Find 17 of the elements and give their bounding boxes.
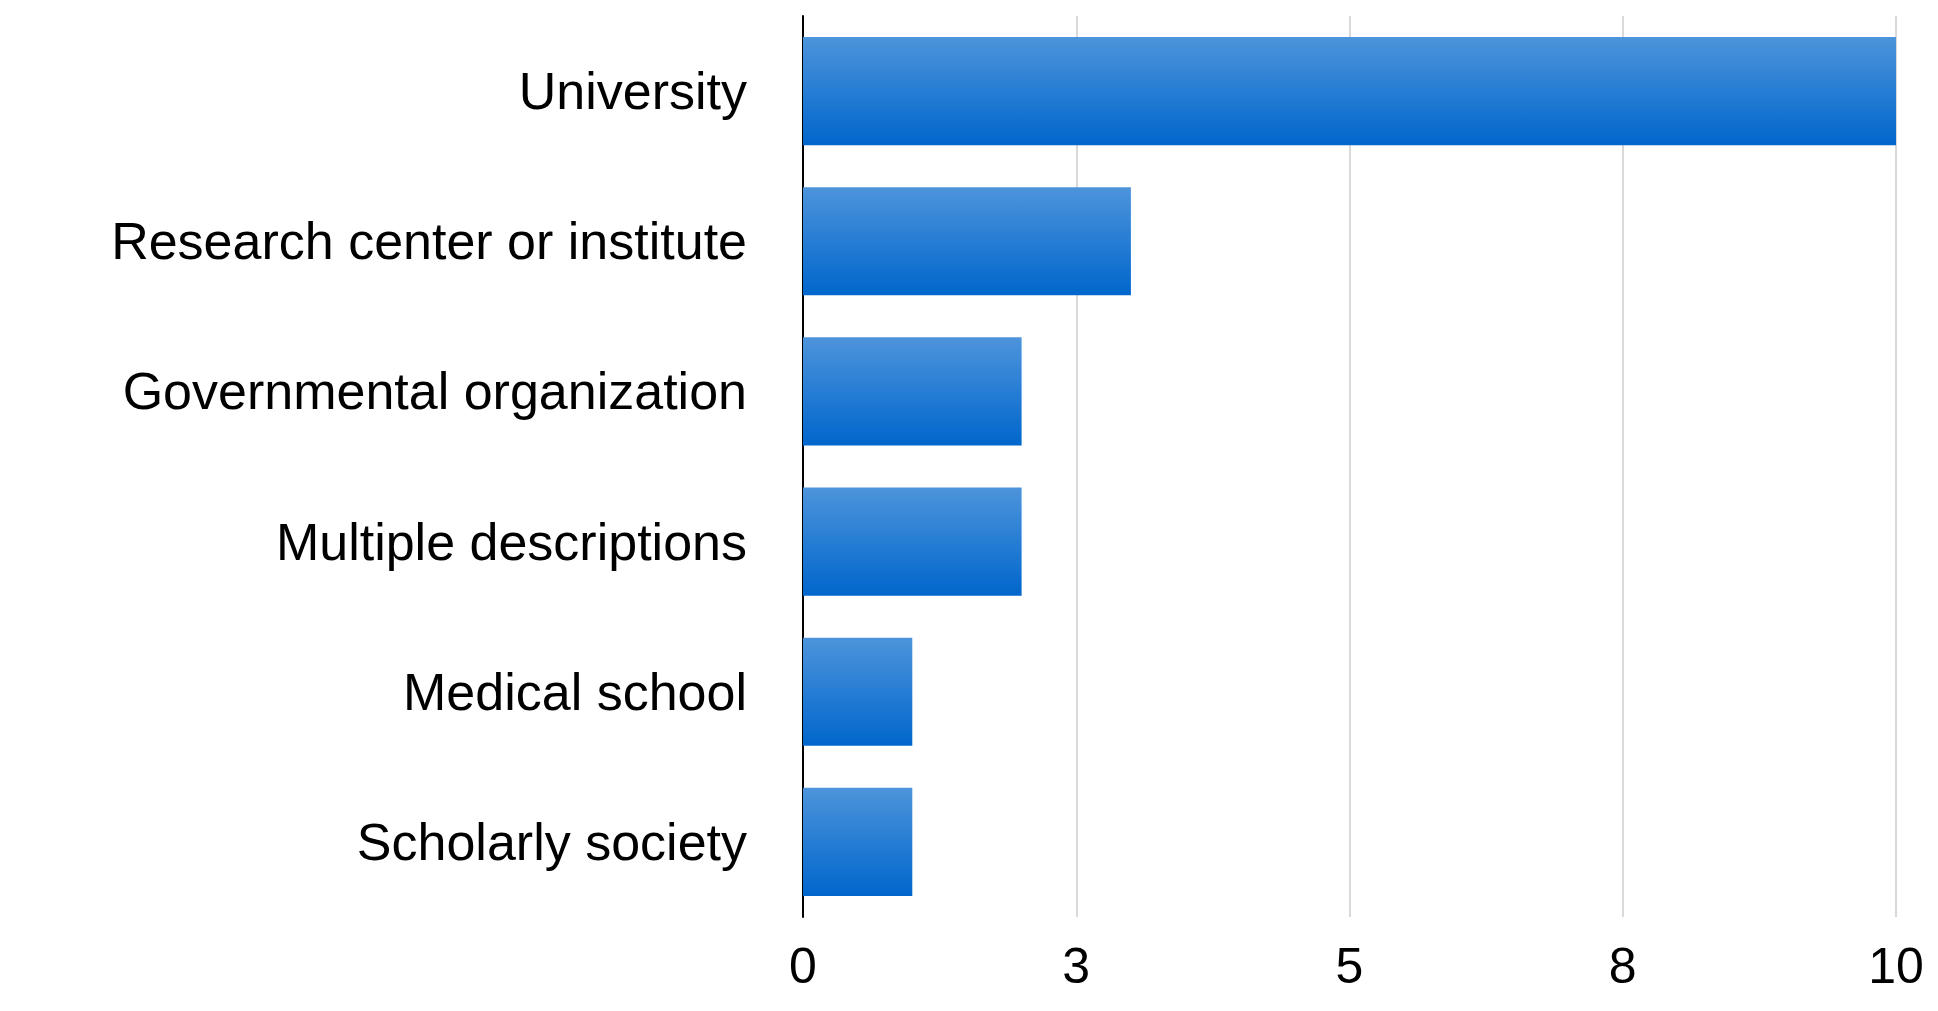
y-tick-label: Research center or institute <box>111 212 747 271</box>
y-tick-label: University <box>518 62 747 121</box>
y-tick-label: Governmental organization <box>122 362 747 421</box>
bar <box>803 37 1896 146</box>
x-tick-label: 0 <box>789 938 817 994</box>
bar <box>803 187 1131 296</box>
y-tick-label: Medical school <box>403 662 747 721</box>
x-tick-label: 10 <box>1868 938 1924 994</box>
bar <box>803 487 1022 596</box>
y-tick-label: Scholarly society <box>356 812 747 871</box>
bar <box>803 337 1022 446</box>
y-tick-label: Multiple descriptions <box>275 512 747 571</box>
x-tick-label: 5 <box>1335 938 1364 994</box>
x-tick-label: 3 <box>1062 938 1091 994</box>
bar <box>803 637 913 746</box>
bar <box>803 787 913 896</box>
x-tick-label: 8 <box>1608 938 1637 994</box>
